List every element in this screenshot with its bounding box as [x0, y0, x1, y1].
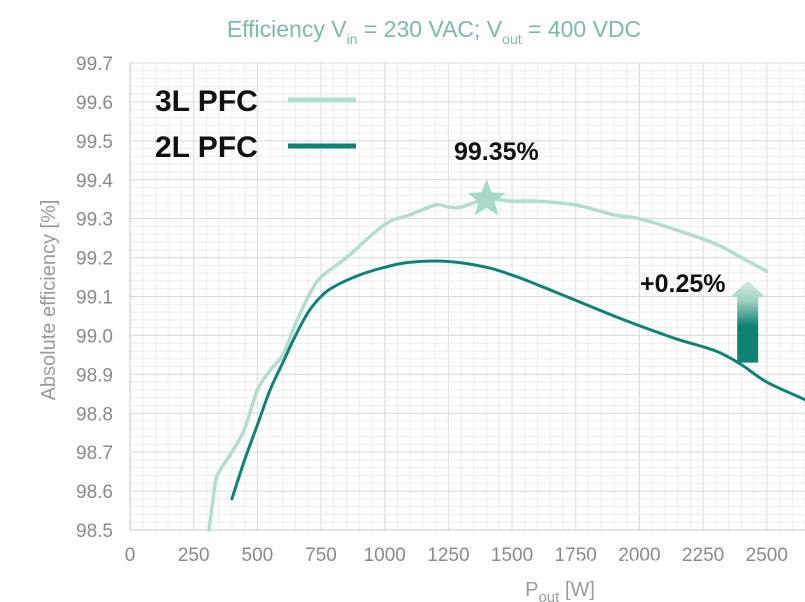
x-tick-label: 1750: [555, 545, 597, 566]
x-tick-label: 250: [178, 545, 210, 566]
y-tick-label: 99.4: [76, 171, 113, 192]
x-tick-labels: 0 250 500 750 1000 1250 1500 1750 2000 2250 2500: [125, 545, 788, 566]
x-tick-label: 1500: [491, 545, 533, 566]
y-tick-label: 99.0: [76, 326, 113, 347]
x-tick-label: 2000: [618, 545, 660, 566]
y-tick-label: 99.1: [76, 288, 113, 309]
y-tick-label: 98.9: [76, 365, 113, 386]
x-tick-label: 1000: [364, 545, 406, 566]
grid: [129, 62, 805, 531]
peak-efficiency-label: 99.35%: [454, 138, 539, 166]
series-group: [207, 197, 805, 532]
y-tick-label: 99.7: [76, 54, 113, 75]
y-tick-label: 99.2: [76, 249, 113, 270]
x-tick-label: 1250: [427, 545, 469, 566]
star-icon: [467, 179, 506, 216]
up-arrow-icon: [730, 280, 766, 363]
x-tick-label: 0: [125, 545, 136, 566]
y-tick-label: 98.6: [76, 482, 113, 503]
legend-label-3l: 3L PFC: [155, 85, 258, 118]
legend-label-2l: 2L PFC: [155, 131, 258, 164]
watermark: 掘金技术社区 @ Akira733: [532, 558, 785, 583]
gain-label: +0.25%: [640, 270, 726, 298]
axes: [129, 63, 805, 531]
y-tick-label: 98.8: [76, 404, 113, 425]
y-tick-labels: 98.5 98.6 98.7 98.8 98.9 99.0 99.1 99.2 99.3 99.4…: [76, 54, 113, 542]
x-tick-label: 2500: [746, 545, 788, 566]
y-tick-label: 98.5: [76, 521, 113, 542]
y-tick-label: 99.6: [76, 93, 113, 114]
x-tick-label: 2250: [682, 545, 724, 566]
y-tick-label: 99.3: [76, 210, 113, 231]
x-axis-label: Pout [W]: [525, 579, 595, 602]
series-line-3l-pfc: [207, 197, 769, 532]
x-tick-label: 500: [242, 545, 274, 566]
series-line-2l-pfc: [230, 259, 805, 501]
chart-title: Efficiency Vin = 230 VAC; Vout = 400 VDC: [227, 16, 641, 47]
legend: 3L PFC 2L PFC: [155, 85, 356, 164]
annotation-group: [467, 179, 766, 363]
x-tick-label: 750: [305, 545, 337, 566]
y-tick-label: 98.7: [76, 443, 113, 464]
y-axis-label: Absolute efficiency [%]: [38, 200, 60, 401]
y-tick-label: 99.5: [76, 132, 113, 153]
